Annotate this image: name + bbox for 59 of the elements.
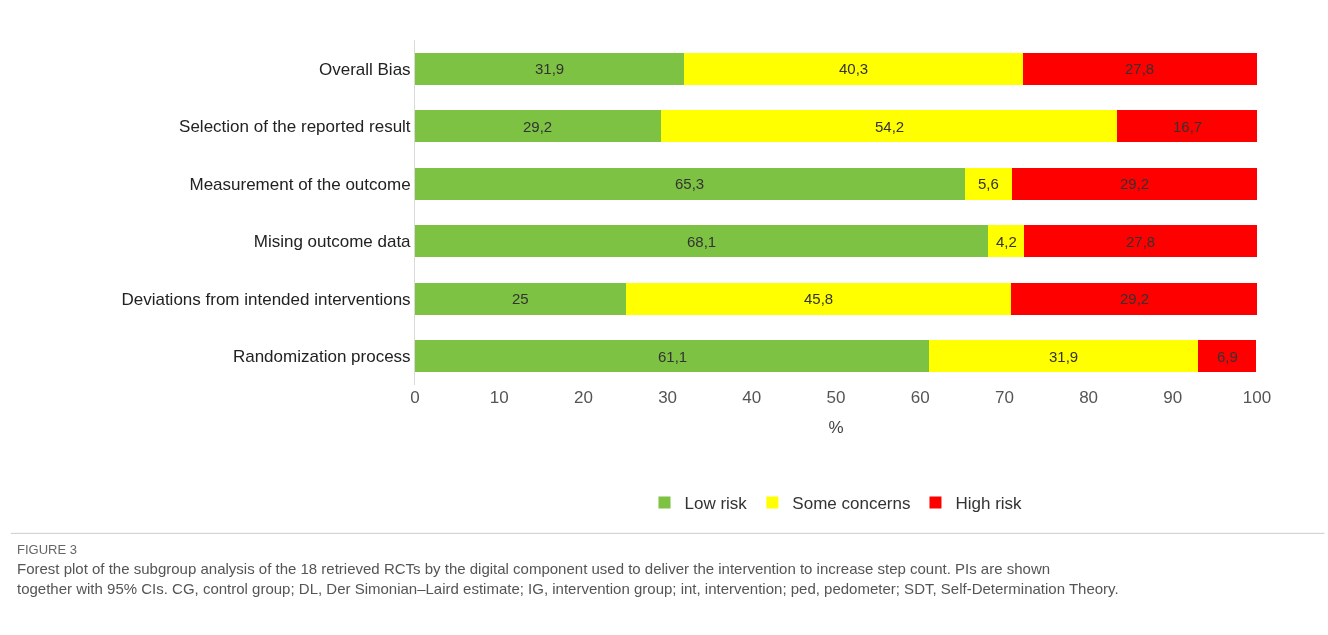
bar	[929, 340, 1199, 373]
bar	[1011, 282, 1257, 315]
x-tick-label: 60	[910, 388, 930, 407]
x-tick-label: 90	[1163, 388, 1183, 407]
bar	[1011, 167, 1257, 200]
y-tick-label: Overall Bias	[318, 59, 411, 79]
bar	[415, 225, 989, 258]
bar	[1117, 110, 1257, 143]
bar	[415, 110, 661, 143]
bar	[964, 167, 1012, 200]
data-label: 16,7	[1173, 118, 1203, 135]
y-tick-label: Selection of the reported result	[179, 117, 411, 137]
x-tick-label: 0	[410, 388, 420, 407]
data-label: 61,1	[658, 348, 688, 365]
bar	[988, 225, 1024, 258]
x-tick-label: 50	[826, 388, 846, 407]
x-tick-label: 10	[489, 388, 509, 407]
data-label: 65,3	[675, 175, 705, 192]
x-tick-label: 20	[573, 388, 593, 407]
caption: FIGURE 3	[17, 542, 77, 557]
legend-label: Low risk	[684, 494, 748, 514]
bar	[415, 52, 684, 85]
data-label: 29,2	[523, 118, 553, 135]
data-label: 27,8	[1126, 233, 1156, 250]
y-tick-label: Measurement of the outcome	[189, 174, 411, 194]
bar	[415, 282, 626, 315]
data-label: 31,9	[1049, 348, 1079, 365]
data-label: 29,2	[1120, 290, 1150, 307]
bar	[683, 52, 1023, 85]
data-label: 25	[512, 290, 529, 307]
text: Forest plot of the subgroup analysis of the 18 retrieved RCTs by the digital component used to deliver the intervention to increase step count. PIs are shown together with 95% CIs. CG, control group; DL, Der Simonian–Laird estimate; IG, intervention group; int, intervention; ped, pedometer; SDT, Self-Determination Theory.	[17, 560, 1119, 597]
bar	[1022, 52, 1257, 85]
data-label: 27,8	[1125, 60, 1155, 77]
bar	[660, 110, 1118, 143]
data-label: 5,6	[978, 175, 999, 192]
y-tick-label: Deviations from intended interventions	[121, 289, 411, 309]
data-label: 54,2	[875, 118, 905, 135]
legend-label: High risk	[955, 494, 1023, 514]
data-label: 45,8	[804, 290, 834, 307]
data-label: 6,9	[1217, 348, 1238, 365]
x-tick-label: 80	[1079, 388, 1099, 407]
data-label: 29,2	[1120, 175, 1150, 192]
bar	[415, 167, 965, 200]
x-tick-label: 40	[742, 388, 762, 407]
bar	[1023, 225, 1257, 258]
bar	[1198, 340, 1257, 373]
data-label: 4,2	[996, 233, 1017, 250]
data-label: 68,1	[687, 233, 717, 250]
bar	[415, 340, 930, 373]
y-tick-label: Randomization process	[232, 347, 411, 367]
y-tick-label: Mising outcome data	[253, 232, 412, 252]
x-axis-title: %	[828, 418, 844, 438]
bar	[625, 282, 1012, 315]
x-tick-label: 30	[658, 388, 678, 407]
legend-label: Some concerns	[792, 494, 911, 514]
data-label: 31,9	[535, 60, 565, 77]
x-tick-label: 100	[1242, 388, 1272, 407]
x-tick-label: 70	[994, 388, 1014, 407]
data-label: 40,3	[839, 60, 869, 77]
